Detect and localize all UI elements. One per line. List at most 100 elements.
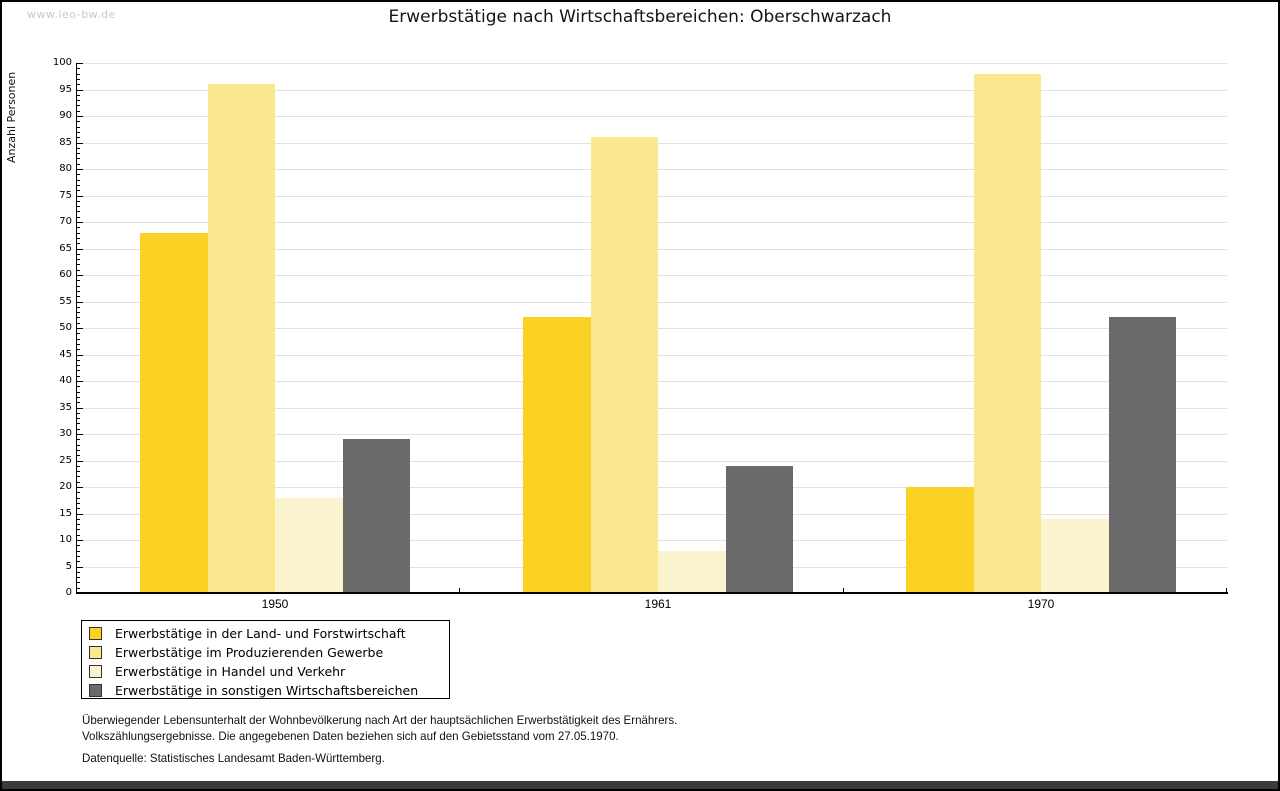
- y-major-tick: [77, 63, 83, 64]
- y-tick-label: 65: [59, 242, 72, 254]
- x-tick-label: 1961: [644, 597, 672, 611]
- y-minor-tick: [77, 322, 80, 324]
- data-source: Datenquelle: Statistisches Landesamt Bad…: [82, 751, 385, 765]
- y-major-tick: [77, 434, 83, 435]
- y-minor-tick: [77, 476, 80, 478]
- y-minor-tick: [77, 577, 80, 579]
- y-minor-tick: [77, 444, 80, 446]
- gridline: [77, 63, 1227, 64]
- y-minor-tick: [77, 391, 80, 393]
- y-minor-tick: [77, 78, 80, 80]
- y-major-tick: [77, 487, 83, 488]
- bar-1950-s0: [140, 232, 208, 593]
- legend-label: Erwerbstätige in der Land- und Forstwirt…: [115, 626, 406, 641]
- y-minor-tick: [77, 439, 80, 441]
- y-tick-label: 15: [59, 507, 72, 519]
- bar-1970-s2: [1041, 518, 1109, 593]
- y-minor-tick: [77, 402, 80, 404]
- y-tick-label: 80: [59, 163, 72, 174]
- y-minor-tick: [77, 296, 80, 298]
- y-minor-tick: [77, 84, 80, 86]
- y-tick-label: 90: [59, 110, 72, 121]
- y-minor-tick: [77, 227, 80, 229]
- y-major-tick: [77, 301, 83, 303]
- y-minor-tick: [77, 269, 80, 271]
- y-minor-tick: [77, 365, 80, 367]
- y-minor-tick: [77, 492, 80, 494]
- y-minor-tick: [77, 253, 80, 255]
- y-minor-tick: [77, 471, 80, 473]
- y-major-tick: [77, 407, 83, 409]
- y-tick-label: 75: [59, 189, 72, 201]
- footer-notes: Überwiegender Lebensunterhalt der Wohnbe…: [82, 712, 677, 766]
- y-major-tick: [77, 169, 83, 170]
- x-axis-line: [76, 592, 1228, 594]
- x-boundary-tick: [1226, 588, 1227, 593]
- y-minor-tick: [77, 396, 80, 398]
- y-major-tick: [77, 116, 83, 117]
- y-minor-tick: [77, 190, 80, 192]
- y-minor-tick: [77, 237, 80, 239]
- y-major-tick: [77, 195, 83, 197]
- y-minor-tick: [77, 179, 80, 181]
- bar-1961-s0: [523, 317, 591, 593]
- y-minor-tick: [77, 68, 80, 70]
- y-minor-tick: [77, 121, 80, 123]
- y-tick-label: 100: [52, 57, 72, 68]
- y-tick-label: 20: [59, 481, 72, 492]
- y-tick-label: 0: [65, 587, 72, 598]
- y-major-tick: [77, 248, 83, 250]
- y-minor-tick: [77, 338, 80, 340]
- y-minor-tick: [77, 264, 80, 266]
- y-minor-tick: [77, 423, 80, 425]
- y-tick-label: 60: [59, 269, 72, 280]
- y-major-tick: [77, 328, 83, 329]
- y-minor-tick: [77, 534, 80, 536]
- y-minor-tick: [77, 502, 80, 504]
- y-minor-tick: [77, 126, 80, 128]
- y-minor-tick: [77, 529, 80, 531]
- y-axis-line: [76, 63, 77, 593]
- bar-1961-s3: [725, 465, 793, 593]
- bottom-frame-bar: [2, 781, 1278, 789]
- bar-1961-s1: [590, 137, 658, 593]
- y-major-tick: [77, 540, 83, 541]
- footer-line-1: Überwiegender Lebensunterhalt der Wohnbe…: [82, 713, 678, 727]
- y-minor-tick: [77, 232, 80, 234]
- watermark: www.leo-bw.de: [27, 8, 116, 21]
- x-boundary-tick: [459, 588, 461, 593]
- y-major-tick: [77, 354, 83, 356]
- y-minor-tick: [77, 158, 80, 160]
- y-minor-tick: [77, 497, 80, 499]
- y-minor-tick: [77, 184, 80, 186]
- x-boundary-tick: [842, 588, 844, 593]
- y-tick-label: 45: [59, 348, 72, 360]
- bar-1950-s3: [342, 439, 410, 593]
- y-minor-tick: [77, 105, 80, 107]
- y-tick-label: 40: [59, 375, 72, 386]
- x-tick-label: 1950: [261, 597, 289, 611]
- y-minor-tick: [77, 211, 80, 213]
- y-major-tick: [77, 142, 83, 144]
- y-major-tick: [77, 89, 83, 91]
- footer-line-2: Volkszählungsergebnisse. Die angegebenen…: [82, 729, 619, 743]
- y-minor-tick: [77, 518, 80, 520]
- x-tick-label: 1970: [1027, 597, 1055, 611]
- y-minor-tick: [77, 524, 80, 526]
- chart-title: Erwerbstätige nach Wirtschaftsbereichen:…: [388, 7, 892, 27]
- y-minor-tick: [77, 306, 80, 308]
- y-minor-tick: [77, 290, 80, 292]
- y-minor-tick: [77, 131, 80, 133]
- legend: Erwerbstätige in der Land- und Forstwirt…: [81, 620, 450, 699]
- y-minor-tick: [77, 100, 80, 102]
- y-tick-label: 25: [59, 454, 72, 466]
- y-major-tick: [77, 460, 83, 462]
- bar-1950-s2: [275, 497, 343, 593]
- y-minor-tick: [77, 412, 80, 414]
- y-minor-tick: [77, 333, 80, 335]
- y-minor-tick: [77, 545, 80, 547]
- y-tick-label: 95: [59, 83, 72, 95]
- y-minor-tick: [77, 375, 80, 377]
- legend-label: Erwerbstätige in sonstigen Wirtschaftsbe…: [115, 683, 419, 698]
